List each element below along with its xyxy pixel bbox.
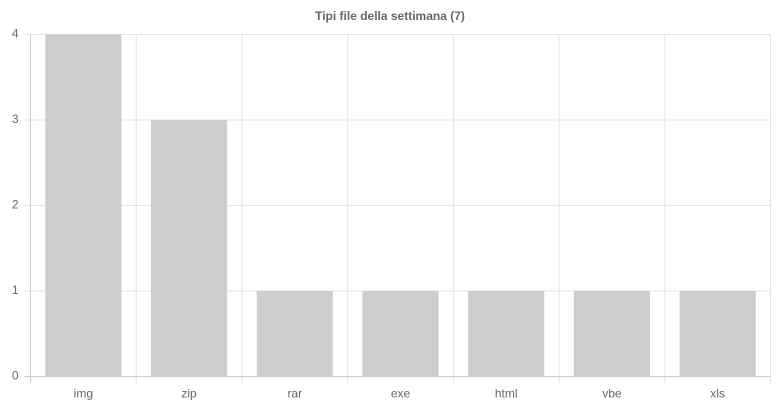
chart-title: Tipi file della settimana (7) <box>315 9 465 23</box>
x-tick-label: img <box>74 387 93 401</box>
bar <box>468 291 545 377</box>
x-tick-label: vbe <box>602 387 622 401</box>
y-tick-label: 3 <box>12 112 19 126</box>
bar <box>362 291 439 377</box>
bar <box>151 120 228 377</box>
y-tick-label: 4 <box>12 27 19 41</box>
x-tick-label: xls <box>710 387 725 401</box>
x-tick-label: exe <box>391 387 411 401</box>
bar <box>679 291 756 377</box>
x-tick-label: zip <box>181 387 197 401</box>
x-tick-label: html <box>495 387 518 401</box>
y-tick-label: 0 <box>12 369 19 383</box>
bar <box>256 291 333 377</box>
bar <box>45 34 122 377</box>
bar <box>573 291 650 377</box>
y-tick-label: 1 <box>12 283 19 297</box>
x-tick-label: rar <box>287 387 302 401</box>
y-tick-label: 2 <box>12 198 19 212</box>
